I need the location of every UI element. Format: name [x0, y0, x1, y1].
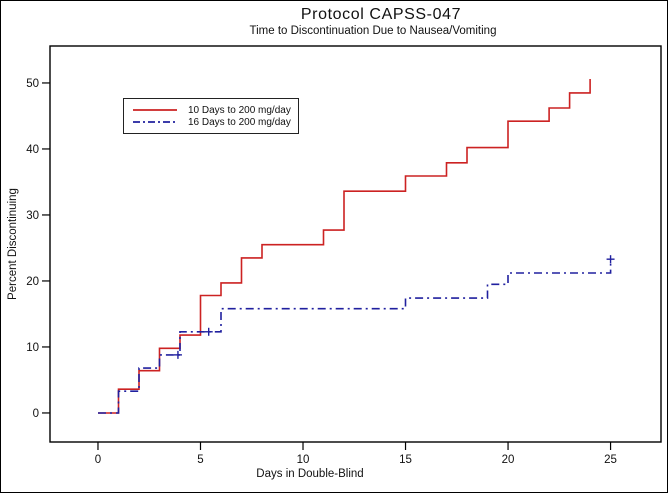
plot-frame	[49, 45, 662, 443]
y-tick-label: 20	[26, 276, 39, 288]
y-tick-label: 0	[33, 408, 39, 420]
series-line-10-days	[98, 79, 591, 414]
dash-dot-line-sample-icon	[133, 121, 177, 123]
legend-label: 16 Days to 200 mg/day	[188, 116, 291, 128]
y-tick-label: 40	[26, 144, 39, 156]
x-tick-label: 20	[502, 454, 515, 466]
x-axis-label: Days in Double-Blind	[256, 468, 364, 480]
x-tick-label: 25	[604, 454, 617, 466]
y-tick-label: 30	[26, 210, 39, 222]
y-tick-label: 10	[26, 342, 39, 354]
series-line-16-days	[98, 259, 612, 414]
y-tick-label: 50	[26, 78, 39, 90]
x-tick-label: 0	[95, 454, 101, 466]
solid-line-sample-icon	[133, 109, 177, 111]
legend-box: 10 Days to 200 mg/day 16 Days to 200 mg/…	[123, 98, 299, 134]
legend-label: 10 Days to 200 mg/day	[188, 104, 291, 116]
x-tick-label: 15	[399, 454, 412, 466]
chart-title: Protocol CAPSS-047	[300, 6, 462, 23]
legend-entry-10-days: 10 Days to 200 mg/day	[124, 104, 298, 116]
x-tick-label: 5	[197, 454, 203, 466]
chart-subtitle: Time to Discontinuation Due to Nausea/Vo…	[249, 25, 497, 37]
legend-entry-16-days: 16 Days to 200 mg/day	[124, 116, 298, 128]
x-tick-label: 10	[297, 454, 310, 466]
